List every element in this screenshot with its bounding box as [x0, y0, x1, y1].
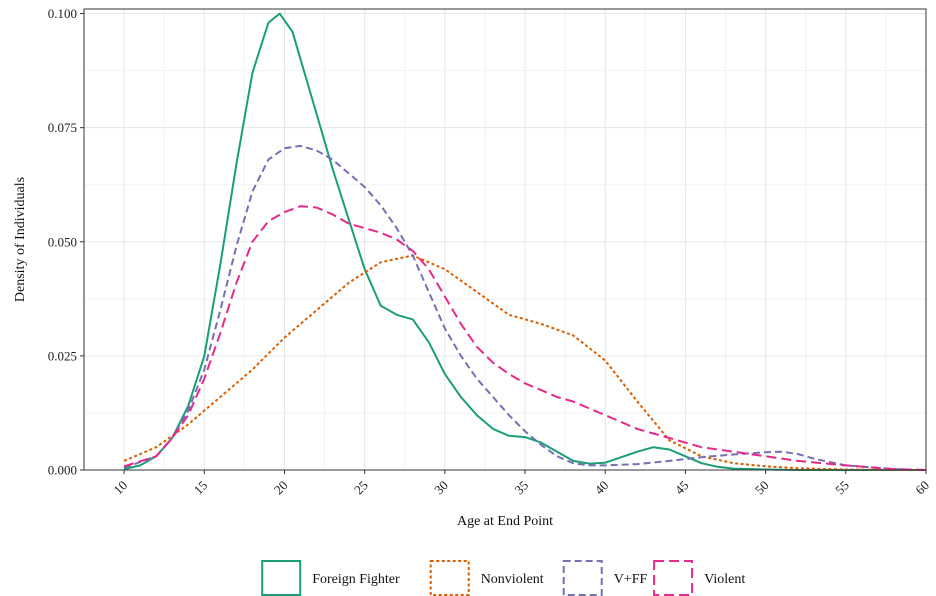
series-line-foreign-fighter [123, 12, 926, 471]
legend-key-nonviolent [429, 560, 470, 596]
y-axis-title: Density of Individuals [13, 177, 28, 302]
series-lines [123, 12, 927, 471]
y-tick-label: 0.000 [48, 463, 77, 478]
y-axis: 0.000 0.025 0.050 0.075 0.100 [48, 6, 84, 478]
y-tick-label: 0.100 [48, 6, 77, 21]
legend-key-foreign-fighter [261, 560, 302, 596]
legend-label-nonviolent: Nonviolent [481, 572, 544, 587]
y-tick-label: 0.075 [48, 120, 77, 135]
legend-label-foreign-fighter: Foreign Fighter [312, 572, 400, 587]
series-line-violent [123, 205, 927, 471]
x-axis-title: Age at End Point [457, 514, 553, 529]
legend-label-v-ff: V+FF [614, 572, 648, 587]
legend-key-v-ff [562, 560, 603, 596]
legend-label-violent: Violent [704, 572, 745, 587]
y-tick-label: 0.050 [48, 234, 77, 249]
legend-key-violent [653, 560, 694, 596]
y-tick-label: 0.025 [48, 348, 77, 363]
legend: Foreign Fighter Nonviolent V+FF Violent [261, 560, 745, 596]
plot-panel-border [83, 8, 927, 471]
